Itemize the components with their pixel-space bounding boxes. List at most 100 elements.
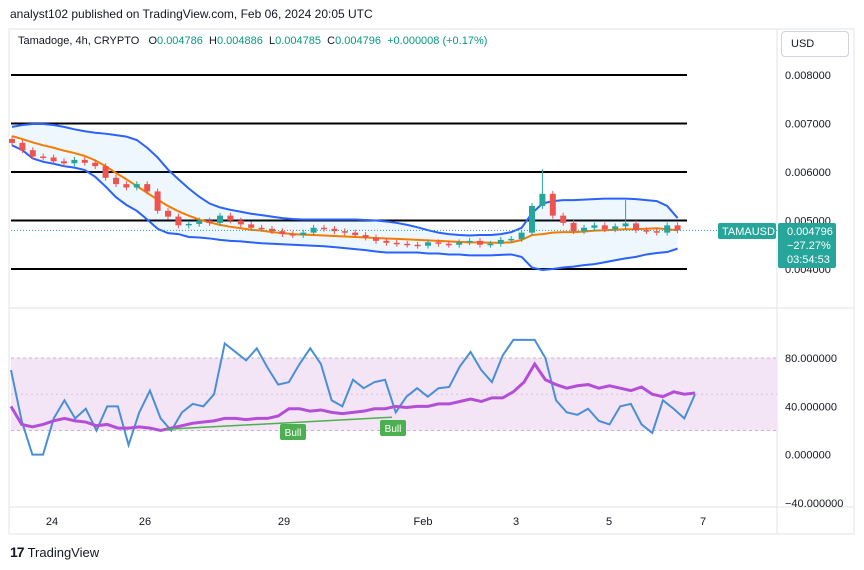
candle-body [518, 232, 525, 239]
price-badge-pct: −27.27% [787, 240, 831, 252]
legend-change: +0.000008 (+0.17%) [387, 35, 488, 47]
basis-line [11, 135, 678, 244]
osc-tick-label: 0.000000 [785, 450, 831, 462]
candle-body [352, 232, 359, 236]
candle-body [227, 215, 234, 221]
candle-body [497, 239, 504, 244]
candle-body [341, 231, 348, 233]
candle-body [29, 150, 36, 157]
time-tick-label: 7 [700, 516, 706, 528]
candle-body [539, 193, 546, 206]
legend-l-label: L [269, 35, 276, 47]
outer-frame [8, 28, 855, 535]
price-pane [9, 74, 777, 271]
candle-body [383, 240, 390, 243]
candle-body [175, 216, 182, 226]
candle-body [289, 234, 296, 236]
candle-body [81, 159, 88, 163]
price-tick-label: 0.008000 [785, 70, 831, 82]
candle-body [456, 242, 463, 245]
price-badge-countdown: 03:54:53 [787, 254, 830, 266]
time-tick-label: 24 [46, 516, 58, 528]
candle-body [435, 242, 442, 244]
candle-body [217, 215, 223, 223]
ticker-badge-bg [718, 223, 776, 239]
candle-body [622, 223, 629, 227]
candle-body [560, 215, 567, 223]
candle-body [113, 177, 119, 185]
legend-high: 0.004886 [216, 35, 263, 47]
candle-body [570, 222, 577, 232]
candle-body [674, 225, 681, 231]
price-badge-bg [778, 223, 836, 268]
candle-body [404, 243, 411, 246]
candle-body [123, 184, 130, 188]
oscillator-pane: Bull Bull [9, 338, 777, 456]
time-tick-label: Feb [414, 516, 433, 528]
candle-body [71, 159, 78, 164]
bull-label-bg [380, 420, 406, 436]
candle-body [653, 231, 660, 233]
bb-lower-line [11, 144, 678, 271]
ticker-badge-label: TAMAUSD [722, 226, 775, 238]
legend-close: 0.004796 [335, 35, 381, 47]
price-tick-label: 0.007000 [785, 119, 831, 131]
osc-tick-label: 80.000000 [785, 353, 837, 365]
bull-divergence-line [165, 416, 393, 431]
candle-body [279, 231, 286, 235]
tradingview-logo[interactable]: 17 TradingView [10, 544, 99, 560]
price-badge-value: 0.004796 [787, 226, 833, 238]
candle-body [310, 227, 317, 233]
candle-body [40, 156, 47, 158]
bull-label-bg [280, 424, 306, 440]
candle-body [393, 242, 400, 245]
candle-body [466, 240, 473, 243]
candle-body [165, 210, 171, 217]
candle-body [258, 227, 265, 230]
bull-label: Bull [385, 424, 402, 435]
candle-body [487, 243, 494, 246]
currency-selector[interactable]: USD [781, 31, 849, 57]
bull-label: Bull [285, 428, 302, 439]
legend-symbol[interactable]: Tamadoge, 4h, CRYPTO [18, 35, 140, 47]
legend-c-label: C [327, 35, 336, 47]
price-tick-label: 0.006000 [785, 167, 831, 179]
candle-body [643, 230, 650, 232]
candle-body [425, 242, 431, 246]
legend-h-label: H [209, 35, 217, 47]
candle-body [331, 228, 338, 232]
candle-body [133, 184, 140, 188]
candle-body [445, 243, 452, 246]
candle-body [414, 244, 421, 247]
y-axis-labels: 0.0080000.0070000.0060000.0050000.004000… [785, 70, 843, 510]
legend-low: 0.004785 [275, 35, 322, 47]
legend-open: 0.004786 [157, 35, 203, 47]
candle-body [185, 223, 192, 226]
candle-body [92, 162, 99, 167]
candle-body [633, 223, 639, 231]
candle-body [581, 227, 587, 232]
legend-o-label: O [148, 35, 158, 47]
candle-body [237, 220, 244, 225]
candle-body [144, 184, 151, 192]
candle-body [529, 205, 535, 233]
candle-body [612, 226, 619, 230]
tv-logo-icon: 17 [10, 544, 25, 560]
candle-body [477, 240, 483, 245]
candle-body [664, 225, 671, 233]
publish-info: analyst102 published on TradingView.com,… [10, 7, 373, 21]
overbought-oversold-band [11, 358, 777, 431]
footer-brand: TradingView [27, 544, 100, 560]
candle-body [300, 232, 307, 236]
candle-body [154, 191, 161, 211]
osc-tick-label: −40.000000 [785, 498, 843, 510]
candle-body [321, 227, 327, 230]
candle-body [362, 235, 369, 238]
symbol-legend: Tamadoge, 4h, CRYPTO O0.004786 H0.004886… [18, 35, 487, 47]
time-tick-label: 26 [139, 516, 151, 528]
price-badge: TAMAUSD 0.004796 −27.27% 03:54:53 [718, 223, 836, 268]
stoch-d-line [9, 361, 696, 433]
time-tick-label: 5 [606, 516, 612, 528]
candle-body [50, 157, 57, 162]
